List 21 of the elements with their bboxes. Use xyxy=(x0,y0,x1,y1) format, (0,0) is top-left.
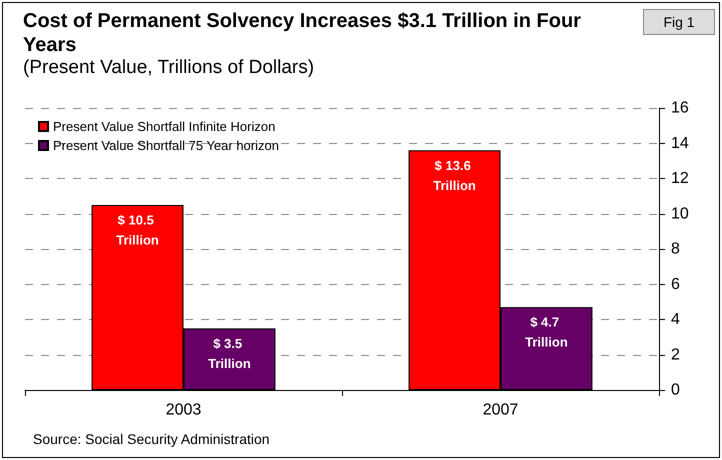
chart-title: Cost of Permanent Solvency Increases $3.1 Trillion in Four Years xyxy=(23,9,582,57)
y-tick-label: 8 xyxy=(671,240,680,258)
x-tick-label: 2003 xyxy=(166,402,202,418)
y-tick-label: 6 xyxy=(671,276,680,293)
y-tick-label: 10 xyxy=(671,205,689,222)
y-tick-label: 16 xyxy=(671,100,689,116)
y-tick-label: 0 xyxy=(671,382,680,398)
legend-label: Present Value Shortfall 75 Year horizon xyxy=(53,138,279,153)
source-note: Source: Social Security Administration xyxy=(33,431,270,447)
data-label: $ 3.5 Trillion xyxy=(208,336,251,371)
caption: Fig 1 xyxy=(643,9,715,35)
y-tick-label: 2 xyxy=(671,346,680,364)
y-tick-label: 14 xyxy=(671,134,689,152)
data-label: $ 4.7 Trillion xyxy=(525,314,568,350)
data-label: $ 10.5 Trillion xyxy=(116,212,159,248)
y-tick-label: 12 xyxy=(671,170,689,187)
data-label: $ 13.6 Trillion xyxy=(433,158,476,193)
chart-subtitle: (Present Value, Trillions of Dollars) xyxy=(23,57,314,79)
legend-label: Present Value Shortfall Infinite Horizon xyxy=(53,119,276,134)
y-tick-label: 4 xyxy=(671,311,680,328)
x-tick-label: 2007 xyxy=(482,402,518,418)
